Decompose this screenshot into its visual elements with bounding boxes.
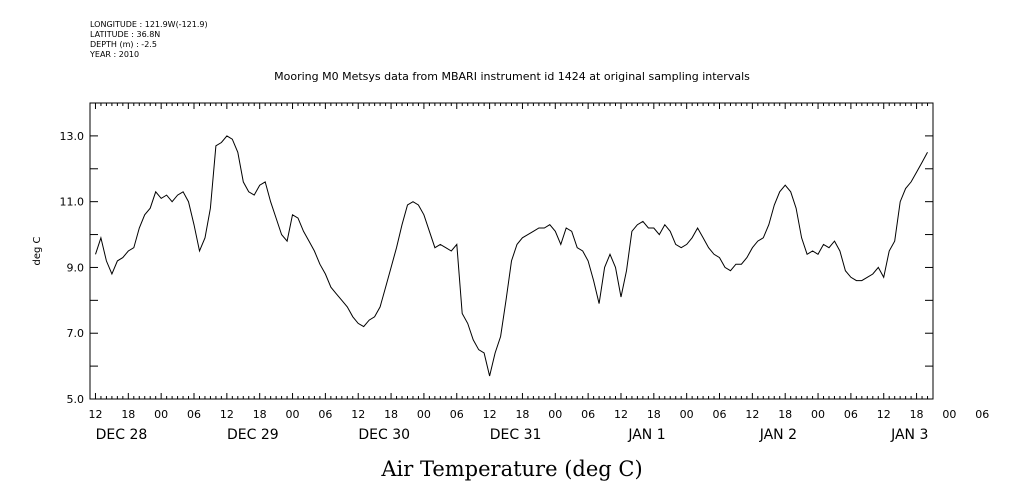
x-tick-label: 18	[253, 408, 267, 421]
x-tick-label: 06	[450, 408, 464, 421]
y-tick-label: 5.0	[67, 393, 85, 406]
x-tick-label: 06	[975, 408, 989, 421]
x-tick-label: 00	[680, 408, 694, 421]
x-tick-label: 12	[614, 408, 628, 421]
x-tick-label: 12	[877, 408, 891, 421]
series-line	[95, 135, 928, 377]
metadata-line-year: YEAR : 2010	[90, 50, 140, 59]
x-tick-label: 18	[778, 408, 792, 421]
y-tick-label: 9.0	[67, 261, 85, 274]
x-tick-label: 06	[318, 408, 332, 421]
x-tick-label: 00	[811, 408, 825, 421]
metadata-line-depth: DEPTH (m) : -2.5	[90, 40, 157, 49]
x-axis-label: Air Temperature (deg C)	[380, 457, 642, 481]
x-tick-label: 00	[154, 408, 168, 421]
x-tick-label: 18	[121, 408, 135, 421]
x-tick-label: 18	[910, 408, 924, 421]
x-tick-label: 06	[713, 408, 727, 421]
date-label: JAN 3	[890, 427, 928, 443]
date-label: JAN 2	[759, 427, 797, 443]
x-tick-label: 12	[745, 408, 759, 421]
x-tick-label: 18	[647, 408, 661, 421]
date-label: DEC 29	[227, 427, 279, 443]
x-tick-label: 00	[417, 408, 431, 421]
x-tick-label: 00	[286, 408, 300, 421]
date-label: DEC 28	[96, 427, 148, 443]
x-tick-label: 06	[844, 408, 858, 421]
y-tick-labels: 5.0 7.0 9.0 11.0 13.0	[60, 130, 85, 406]
x-tick-label: 00	[942, 408, 956, 421]
metadata-header: LONGITUDE : 121.9W(-121.9) LATITUDE : 36…	[90, 20, 208, 60]
x-tick-label: 12	[220, 408, 234, 421]
x-tick-label: 12	[88, 408, 102, 421]
x-tick-label: 12	[483, 408, 497, 421]
y-axis-label: deg C	[32, 236, 43, 265]
x-tick-label: 06	[581, 408, 595, 421]
metadata-line-longitude: LONGITUDE : 121.9W(-121.9)	[90, 20, 208, 29]
date-label: DEC 30	[358, 427, 410, 443]
y-tick-label: 11.0	[60, 196, 85, 209]
date-label: JAN 1	[627, 427, 665, 443]
x-tick-label: 00	[548, 408, 562, 421]
y-tick-label: 7.0	[67, 327, 85, 340]
plot-frame	[89, 102, 934, 400]
x-tick-label: 18	[384, 408, 398, 421]
metadata-line-latitude: LATITUDE : 36.8N	[90, 30, 161, 39]
x-tick-label: 06	[187, 408, 201, 421]
axis-ticks	[90, 102, 933, 400]
x-tick-label: 12	[351, 408, 365, 421]
date-labels: DEC 28 DEC 29 DEC 30 DEC 31 JAN 1 JAN 2 JAN 3	[96, 427, 929, 443]
x-tick-labels: 12 18 00 06 12 18 00 06 12 18 00 06 12 18 00 06 12 18 00 06…	[88, 408, 1009, 421]
y-tick-label: 13.0	[60, 130, 85, 143]
chart-title: Mooring M0 Metsys data from MBARI instru…	[274, 70, 750, 83]
date-label: DEC 31	[490, 427, 542, 443]
x-tick-label: 18	[515, 408, 529, 421]
